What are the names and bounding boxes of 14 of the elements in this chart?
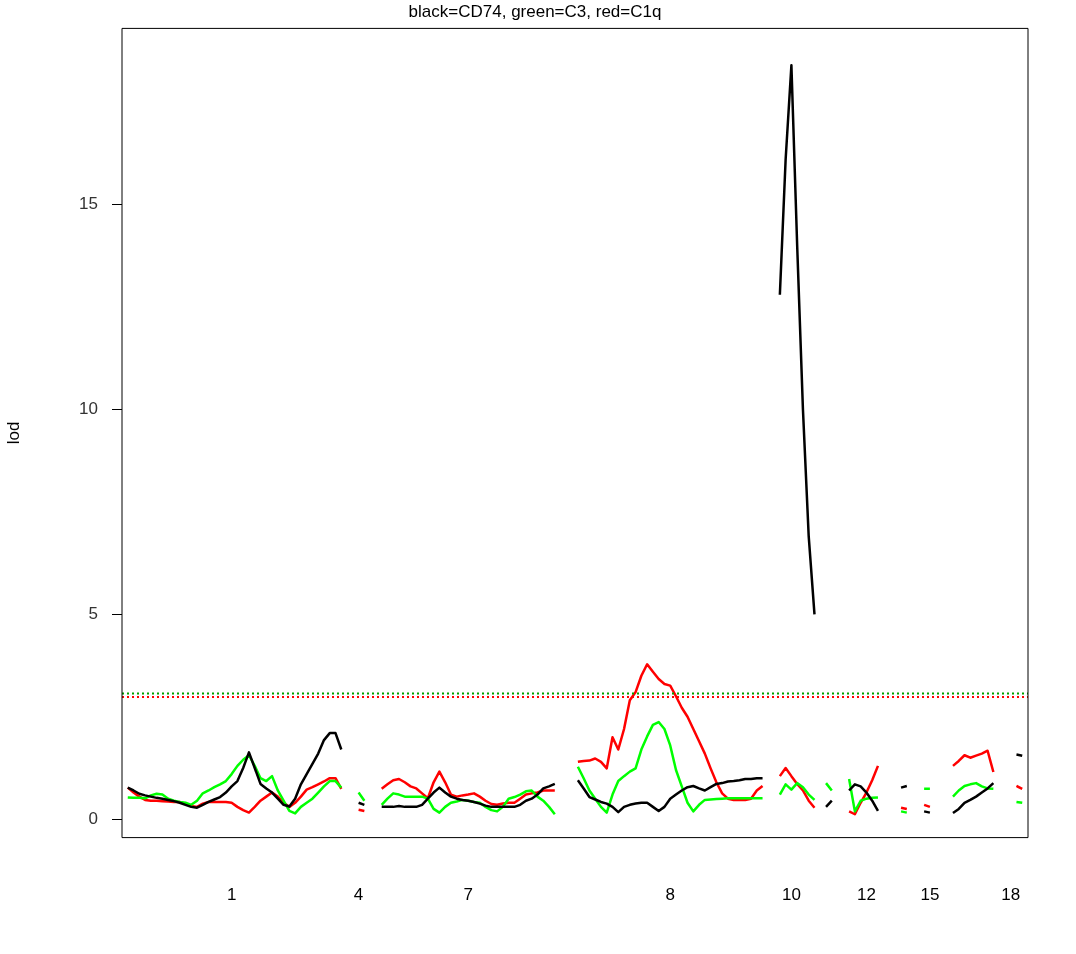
x-tick-label: 18: [1001, 885, 1021, 905]
chart-title: black=CD74, green=C3, red=C1q: [408, 1, 662, 21]
x-tick-label: 4: [353, 885, 364, 905]
y-tick-label: 5: [88, 603, 98, 623]
x-tick-label: 1: [226, 885, 237, 905]
y-tick-label: 10: [79, 399, 98, 419]
y-axis-title: lod: [3, 421, 23, 445]
x-tick-label: 15: [920, 885, 940, 905]
x-tick-label: 7: [463, 885, 473, 905]
x-tick-label: 10: [781, 885, 801, 905]
y-tick-label: 0: [88, 808, 98, 828]
x-tick-label: 12: [856, 885, 876, 905]
y-tick-label: 15: [79, 194, 98, 214]
x-tick-label: 8: [665, 885, 675, 905]
